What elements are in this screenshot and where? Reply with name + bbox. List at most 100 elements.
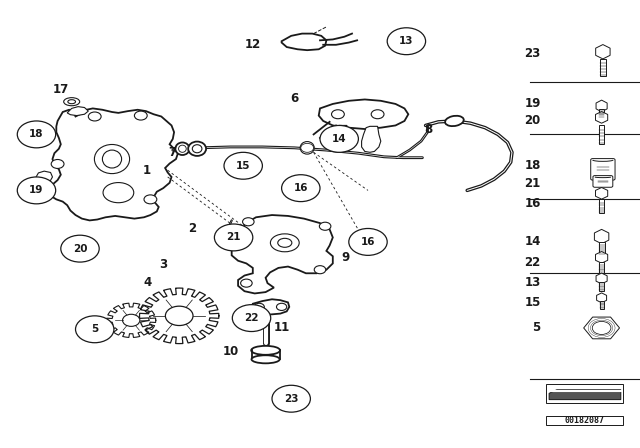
- Polygon shape: [332, 125, 351, 152]
- Polygon shape: [584, 317, 620, 339]
- Text: 14: 14: [524, 235, 541, 249]
- FancyBboxPatch shape: [600, 301, 604, 309]
- Text: 21: 21: [525, 177, 541, 190]
- Polygon shape: [140, 288, 219, 344]
- Text: 17: 17: [52, 83, 69, 96]
- Text: 16: 16: [524, 197, 541, 211]
- Text: 00182087: 00182087: [564, 416, 604, 425]
- Text: 2: 2: [188, 222, 196, 235]
- Ellipse shape: [445, 116, 464, 126]
- Circle shape: [387, 28, 426, 55]
- FancyBboxPatch shape: [599, 262, 604, 273]
- Text: 5: 5: [91, 324, 99, 334]
- Ellipse shape: [271, 234, 300, 252]
- Circle shape: [51, 159, 64, 168]
- Text: 14: 14: [332, 134, 346, 144]
- Text: 23: 23: [525, 47, 541, 60]
- FancyBboxPatch shape: [591, 159, 615, 180]
- Circle shape: [17, 121, 56, 148]
- Text: 3: 3: [159, 258, 167, 271]
- Circle shape: [134, 111, 147, 120]
- Text: 9: 9: [342, 251, 349, 264]
- FancyBboxPatch shape: [599, 199, 604, 213]
- Circle shape: [76, 316, 114, 343]
- Circle shape: [88, 112, 101, 121]
- Text: 1: 1: [143, 164, 151, 177]
- Text: 8: 8: [425, 123, 433, 137]
- FancyBboxPatch shape: [599, 282, 604, 291]
- Circle shape: [144, 195, 157, 204]
- Polygon shape: [107, 303, 156, 337]
- Polygon shape: [50, 108, 178, 220]
- Text: 16: 16: [361, 237, 375, 247]
- Polygon shape: [595, 187, 608, 199]
- Polygon shape: [282, 34, 326, 50]
- Text: 18: 18: [524, 159, 541, 172]
- Text: 15: 15: [524, 296, 541, 309]
- Text: 6: 6: [291, 92, 298, 105]
- Polygon shape: [67, 107, 88, 116]
- Polygon shape: [595, 229, 609, 244]
- Text: 13: 13: [525, 276, 541, 289]
- Text: 22: 22: [244, 313, 259, 323]
- Text: 21: 21: [227, 233, 241, 242]
- FancyBboxPatch shape: [600, 59, 606, 76]
- Circle shape: [254, 303, 264, 310]
- Circle shape: [276, 303, 287, 310]
- Circle shape: [17, 177, 56, 204]
- Text: 18: 18: [29, 129, 44, 139]
- Circle shape: [320, 125, 358, 152]
- Circle shape: [332, 110, 344, 119]
- Circle shape: [319, 222, 331, 230]
- Text: 20: 20: [525, 114, 541, 128]
- Text: 12: 12: [244, 38, 261, 52]
- Circle shape: [272, 385, 310, 412]
- Polygon shape: [596, 44, 610, 59]
- Text: 4: 4: [143, 276, 151, 289]
- Circle shape: [282, 175, 320, 202]
- Polygon shape: [595, 112, 608, 123]
- Ellipse shape: [64, 98, 80, 106]
- Ellipse shape: [232, 232, 246, 241]
- Circle shape: [232, 305, 271, 332]
- Ellipse shape: [252, 355, 280, 363]
- FancyBboxPatch shape: [593, 176, 613, 187]
- Ellipse shape: [175, 142, 189, 155]
- Polygon shape: [596, 293, 607, 303]
- Polygon shape: [252, 299, 289, 314]
- Text: 20: 20: [73, 244, 87, 254]
- Ellipse shape: [103, 182, 134, 202]
- Circle shape: [123, 314, 140, 326]
- FancyBboxPatch shape: [599, 109, 604, 117]
- Circle shape: [371, 110, 384, 119]
- Ellipse shape: [251, 346, 280, 355]
- Circle shape: [214, 224, 253, 251]
- Text: 22: 22: [525, 255, 541, 269]
- Circle shape: [224, 152, 262, 179]
- FancyBboxPatch shape: [598, 242, 605, 254]
- Polygon shape: [549, 390, 621, 400]
- Text: 23: 23: [284, 394, 298, 404]
- Polygon shape: [37, 130, 54, 143]
- Ellipse shape: [95, 144, 129, 173]
- Text: 10: 10: [222, 345, 239, 358]
- Polygon shape: [596, 100, 607, 112]
- Polygon shape: [232, 215, 333, 293]
- Circle shape: [243, 218, 254, 226]
- FancyBboxPatch shape: [599, 125, 604, 144]
- Circle shape: [314, 266, 326, 274]
- Text: 16: 16: [294, 183, 308, 193]
- Text: 7: 7: [169, 146, 177, 159]
- Text: 19: 19: [524, 96, 541, 110]
- Polygon shape: [319, 99, 408, 129]
- Text: 15: 15: [236, 161, 250, 171]
- Text: 13: 13: [399, 36, 413, 46]
- Polygon shape: [362, 126, 381, 152]
- Polygon shape: [36, 171, 52, 184]
- Circle shape: [165, 306, 193, 326]
- Polygon shape: [596, 273, 607, 284]
- Circle shape: [241, 279, 252, 287]
- Text: 5: 5: [532, 320, 541, 334]
- Ellipse shape: [300, 142, 314, 154]
- Circle shape: [349, 228, 387, 255]
